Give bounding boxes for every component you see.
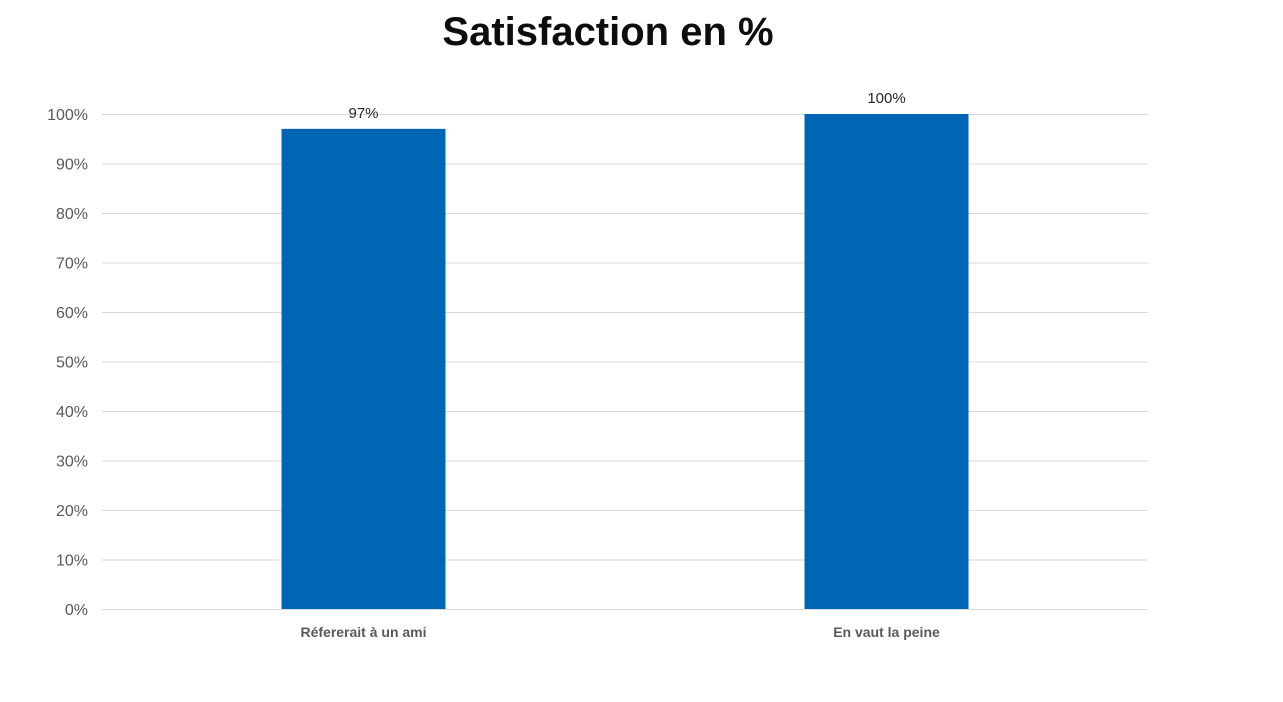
y-tick-label: 70% [56,256,88,273]
y-tick-label: 100% [47,107,88,124]
y-tick-label: 50% [56,355,88,372]
y-tick-label: 90% [56,157,88,174]
category-label: Réfererait à un ami [300,624,426,640]
chart-title-text: Satisfaction en % [442,10,774,54]
category-label: En vaut la peine [833,624,940,640]
data-label: 97% [348,105,378,122]
y-tick-label: 40% [56,404,88,421]
y-tick-label: 0% [65,602,88,619]
bars [281,114,969,609]
y-tick-label: 20% [56,503,88,520]
y-tick-label: 30% [56,454,88,471]
data-labels: 97% 100% [348,90,905,122]
y-tick-label: 80% [56,206,88,223]
chart-title: Satisfaction en % [0,10,1216,55]
y-axis-tick-labels: 0% 10% 20% 30% 40% 50% 60% 70% 80% 90% 100% [47,107,88,619]
y-tick-label: 10% [56,553,88,570]
data-label: 100% [867,90,905,107]
bar [804,114,969,609]
category-labels: Réfererait à un ami En vaut la peine [300,624,940,640]
y-tick-label: 60% [56,305,88,322]
gridlines [102,114,1148,610]
bar [281,128,446,609]
